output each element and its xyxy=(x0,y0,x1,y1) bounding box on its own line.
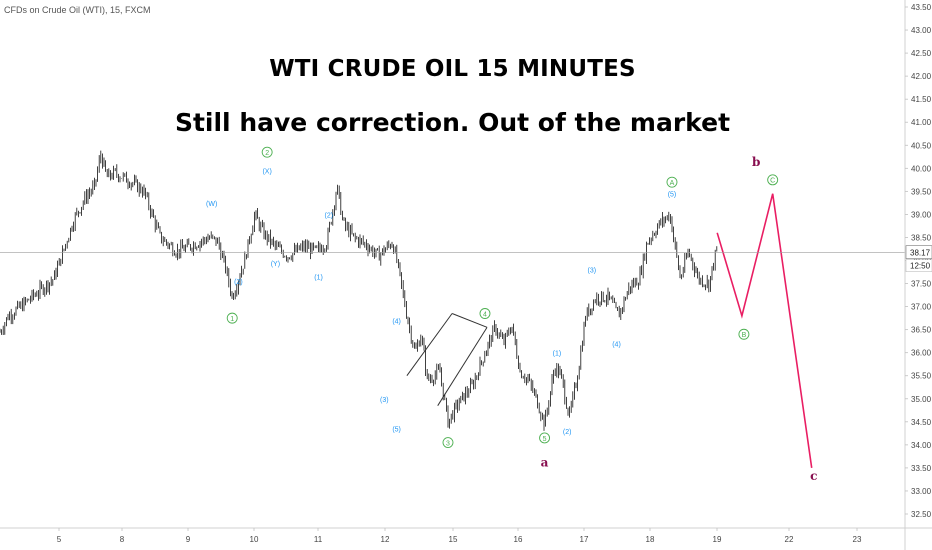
wave-label: 4 xyxy=(483,311,487,318)
wave-label-circle xyxy=(738,328,750,340)
x-tick-label: 16 xyxy=(514,535,523,544)
wave-label-circle xyxy=(226,312,238,324)
candlestick-series xyxy=(0,150,718,431)
x-tick-label: 8 xyxy=(120,535,125,544)
y-tick-label: 41.00 xyxy=(911,118,932,127)
last-price-label: 38.17 xyxy=(910,249,931,258)
wave-label-circle xyxy=(539,432,551,444)
x-tick-label: 17 xyxy=(580,535,589,544)
y-tick-label: 35.50 xyxy=(911,372,932,381)
wave-label: a xyxy=(541,455,549,469)
wave-labels: 1 2 3 4 5 A B C (W) (X) (2) (Y) (2) (1) (4) (3) (5) (1) (2… xyxy=(206,146,817,483)
y-tick-label: 36.00 xyxy=(911,349,932,358)
triangle-pattern xyxy=(406,313,488,406)
y-tick-label: 36.50 xyxy=(911,326,932,335)
wave-label: (Y) xyxy=(271,261,280,268)
wave-label: A xyxy=(670,180,675,187)
wave-label: c xyxy=(810,469,817,483)
y-tick-label: 43.00 xyxy=(911,26,932,35)
wave-label: 5 xyxy=(543,436,547,443)
wave-label-circle xyxy=(767,174,779,186)
x-tick-label: 12 xyxy=(381,535,390,544)
wave-label-circle xyxy=(442,437,454,449)
wave-label-circle xyxy=(666,176,678,188)
last-price-tag xyxy=(905,245,932,259)
wave-label: (2) xyxy=(325,212,334,219)
x-tick-label: 23 xyxy=(853,535,862,544)
wave-label: (4) xyxy=(392,318,401,325)
symbol-label: CFDs on Crude Oil (WTI), 15, FXCM xyxy=(4,5,151,15)
projection-path xyxy=(716,193,813,469)
chart-subtitle: Still have correction. Out of the market xyxy=(174,108,731,137)
y-tick-label: 37.00 xyxy=(911,303,932,312)
wave-label: 1 xyxy=(230,316,234,323)
wave-label: C xyxy=(770,178,775,185)
x-tick-label: 9 xyxy=(186,535,191,544)
y-tick-label: 33.50 xyxy=(911,464,932,473)
x-tick-label: 5 xyxy=(57,535,62,544)
y-tick-label: 38.50 xyxy=(911,233,932,242)
y-tick-label: 43.50 xyxy=(911,3,932,12)
x-tick-label: 15 xyxy=(449,535,458,544)
wave-label: (1) xyxy=(553,351,562,358)
wave-label: (2) xyxy=(563,429,572,436)
wave-label-circle xyxy=(479,308,491,319)
wave-label: (1) xyxy=(314,275,323,282)
wave-label: (3) xyxy=(588,268,597,275)
wave-label: 3 xyxy=(446,440,450,447)
y-tick-label: 41.50 xyxy=(911,95,932,104)
y-tick-label: 35.00 xyxy=(911,395,932,404)
wave-label: (5) xyxy=(392,427,401,434)
x-tick-label: 18 xyxy=(646,535,655,544)
wave-label: b xyxy=(752,155,760,169)
wave-label-circle xyxy=(261,146,273,158)
wave-label: (2) xyxy=(234,279,243,286)
y-tick-label: 42.00 xyxy=(911,72,932,81)
y-tick-label: 37.50 xyxy=(911,280,932,289)
x-tick-label: 22 xyxy=(785,535,794,544)
wave-label: (4) xyxy=(612,341,621,348)
y-tick-label: 39.50 xyxy=(911,187,932,196)
y-tick-label: 40.50 xyxy=(911,141,932,150)
wave-label: 2 xyxy=(265,150,269,157)
projection-line xyxy=(716,193,813,469)
time-label: 12:50 xyxy=(910,262,931,271)
y-tick-label: 40.00 xyxy=(911,164,932,173)
y-tick-label: 34.00 xyxy=(911,441,932,450)
wave-label: (5) xyxy=(668,192,677,199)
y-tick-label: 32.50 xyxy=(911,510,932,519)
wave-label: B xyxy=(742,332,747,339)
x-tick-label: 11 xyxy=(314,535,323,544)
wave-label: (3) xyxy=(380,397,389,404)
triangle-line xyxy=(451,313,488,328)
y-tick-label: 39.00 xyxy=(911,210,932,219)
time-tag xyxy=(905,259,932,272)
x-tick-label: 10 xyxy=(250,535,259,544)
chart-title: WTI CRUDE OIL 15 MINUTES xyxy=(269,56,636,82)
y-tick-label: 33.00 xyxy=(911,487,932,496)
y-tick-label: 42.50 xyxy=(911,49,932,58)
triangle-line xyxy=(406,313,453,377)
wave-label: (X) xyxy=(262,169,271,176)
x-tick-label: 19 xyxy=(713,535,722,544)
wave-label: (W) xyxy=(206,201,217,208)
triangle-line xyxy=(437,327,488,406)
y-tick-label: 34.50 xyxy=(911,418,932,427)
